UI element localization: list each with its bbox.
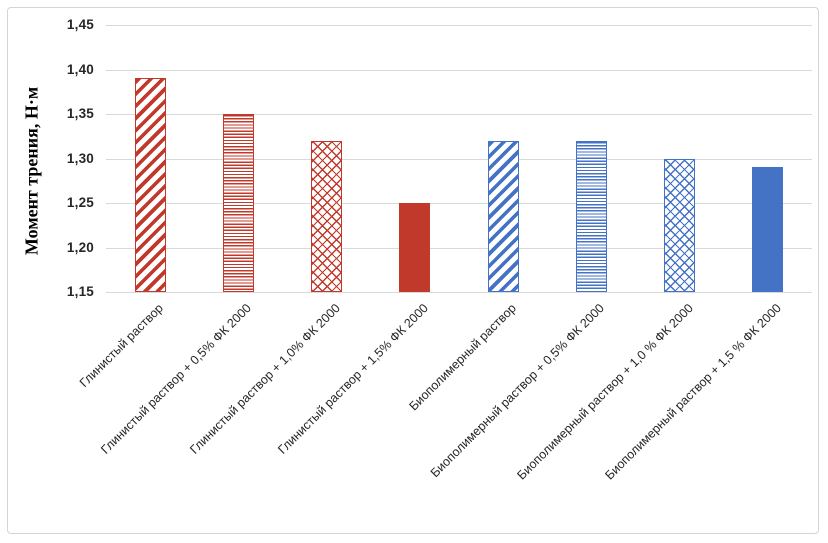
y-axis-title: Момент трения, Н·м [21,86,42,255]
y-tick-label: 1,40 [66,61,94,77]
gridline [106,69,812,71]
gridline [106,25,812,26]
bar [311,140,343,292]
y-tick-label: 1,15 [66,284,94,299]
y-tick-label: 1,35 [66,106,94,121]
bar [134,78,166,292]
y-tick-label: 1,20 [66,239,94,255]
y-tick-label: 1,25 [66,195,94,210]
bar [399,203,431,292]
gridline [106,203,812,204]
bar [487,140,519,292]
bar [222,114,254,292]
y-tick-label: 1,30 [66,150,94,166]
gridline [106,247,812,249]
y-tick-label: 1,45 [66,17,94,32]
gridline [106,114,812,115]
bar [752,167,784,292]
bar [664,158,696,292]
gridline [106,292,812,293]
bar [575,140,607,292]
gridline [106,158,812,160]
